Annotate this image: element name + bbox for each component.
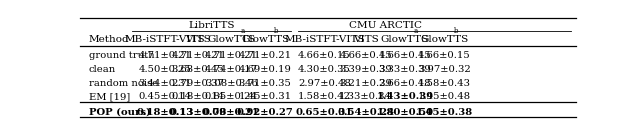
Text: 1.45±0.48: 1.45±0.48 bbox=[418, 92, 471, 101]
Text: 0.92±0.27: 0.92±0.27 bbox=[237, 108, 293, 117]
Text: MB-iSTFT-VITS: MB-iSTFT-VITS bbox=[284, 35, 365, 44]
Text: POP (ours): POP (ours) bbox=[89, 108, 151, 117]
Text: 1.33±0.34: 1.33±0.34 bbox=[339, 92, 392, 101]
Text: 1.43±0.39: 1.43±0.39 bbox=[376, 92, 433, 101]
Text: 0.54±0.24: 0.54±0.24 bbox=[337, 108, 394, 117]
Text: 0.18±0.13: 0.18±0.13 bbox=[137, 108, 194, 117]
Text: 1.45±0.31: 1.45±0.31 bbox=[239, 92, 292, 101]
Text: 3.68±0.45: 3.68±0.45 bbox=[172, 65, 225, 74]
Text: 4.71±0.21: 4.71±0.21 bbox=[139, 51, 192, 60]
Text: 4.66±0.15: 4.66±0.15 bbox=[339, 51, 392, 60]
Text: 3.39±0.39: 3.39±0.39 bbox=[339, 65, 392, 74]
Text: 2.66±0.48: 2.66±0.48 bbox=[379, 79, 431, 88]
Text: 3.44±0.31: 3.44±0.31 bbox=[139, 79, 192, 88]
Text: VITS: VITS bbox=[353, 35, 379, 44]
Text: 4.50±0.25: 4.50±0.25 bbox=[139, 65, 192, 74]
Text: 3.08±0.46: 3.08±0.46 bbox=[205, 79, 258, 88]
Text: 0.65±0.31: 0.65±0.31 bbox=[296, 108, 353, 117]
Text: GlowTTS: GlowTTS bbox=[381, 35, 429, 44]
Text: 4.66±0.15: 4.66±0.15 bbox=[418, 51, 471, 60]
Text: 1.80±0.50: 1.80±0.50 bbox=[376, 108, 433, 117]
Text: 0.45±0.14: 0.45±0.14 bbox=[139, 92, 192, 101]
Text: EM [19]: EM [19] bbox=[89, 92, 130, 101]
Text: LibriTTS: LibriTTS bbox=[188, 21, 235, 29]
Text: 0.18±0.14: 0.18±0.14 bbox=[172, 92, 225, 101]
Text: MB-iSTFT-VITS: MB-iSTFT-VITS bbox=[125, 35, 205, 44]
Text: GlowTTS: GlowTTS bbox=[241, 35, 289, 44]
Text: b: b bbox=[454, 27, 458, 35]
Text: Method: Method bbox=[89, 35, 129, 44]
Text: 4.71±0.21: 4.71±0.21 bbox=[205, 51, 258, 60]
Text: 0.13±0.09: 0.13±0.09 bbox=[170, 108, 227, 117]
Text: 4.66±0.15: 4.66±0.15 bbox=[378, 51, 431, 60]
Text: 4.74±0.17: 4.74±0.17 bbox=[205, 65, 258, 74]
Text: GlowTTS: GlowTTS bbox=[420, 35, 468, 44]
Text: 0.85±0.24: 0.85±0.24 bbox=[205, 92, 258, 101]
Text: clean: clean bbox=[89, 65, 116, 74]
Text: 3.33±0.39: 3.33±0.39 bbox=[378, 65, 431, 74]
Text: ground truth: ground truth bbox=[89, 51, 154, 60]
Text: VITS: VITS bbox=[185, 35, 211, 44]
Text: CMU ARCTIC: CMU ARCTIC bbox=[349, 21, 422, 29]
Text: a: a bbox=[414, 27, 418, 35]
Text: 4.71±0.21: 4.71±0.21 bbox=[239, 51, 292, 60]
Text: 4.69±0.19: 4.69±0.19 bbox=[239, 65, 291, 74]
Text: 2.79±0.37: 2.79±0.37 bbox=[172, 79, 225, 88]
Text: 1.58±0.42: 1.58±0.42 bbox=[298, 92, 351, 101]
Text: 1.45±0.38: 1.45±0.38 bbox=[416, 108, 473, 117]
Text: a: a bbox=[240, 27, 244, 35]
Text: 2.97±0.48: 2.97±0.48 bbox=[298, 79, 351, 88]
Text: 1.58±0.43: 1.58±0.43 bbox=[418, 79, 471, 88]
Text: 4.30±0.35: 4.30±0.35 bbox=[298, 65, 351, 74]
Text: b: b bbox=[274, 27, 278, 35]
Text: 3.71±0.35: 3.71±0.35 bbox=[239, 79, 291, 88]
Text: 0.78±0.21: 0.78±0.21 bbox=[203, 108, 260, 117]
Text: 4.71±0.21: 4.71±0.21 bbox=[172, 51, 225, 60]
Text: 4.66±0.15: 4.66±0.15 bbox=[298, 51, 351, 60]
Text: 3.21±0.39: 3.21±0.39 bbox=[339, 79, 392, 88]
Text: random noise: random noise bbox=[89, 79, 158, 88]
Text: 3.97±0.32: 3.97±0.32 bbox=[418, 65, 471, 74]
Text: GlowTTS: GlowTTS bbox=[207, 35, 255, 44]
